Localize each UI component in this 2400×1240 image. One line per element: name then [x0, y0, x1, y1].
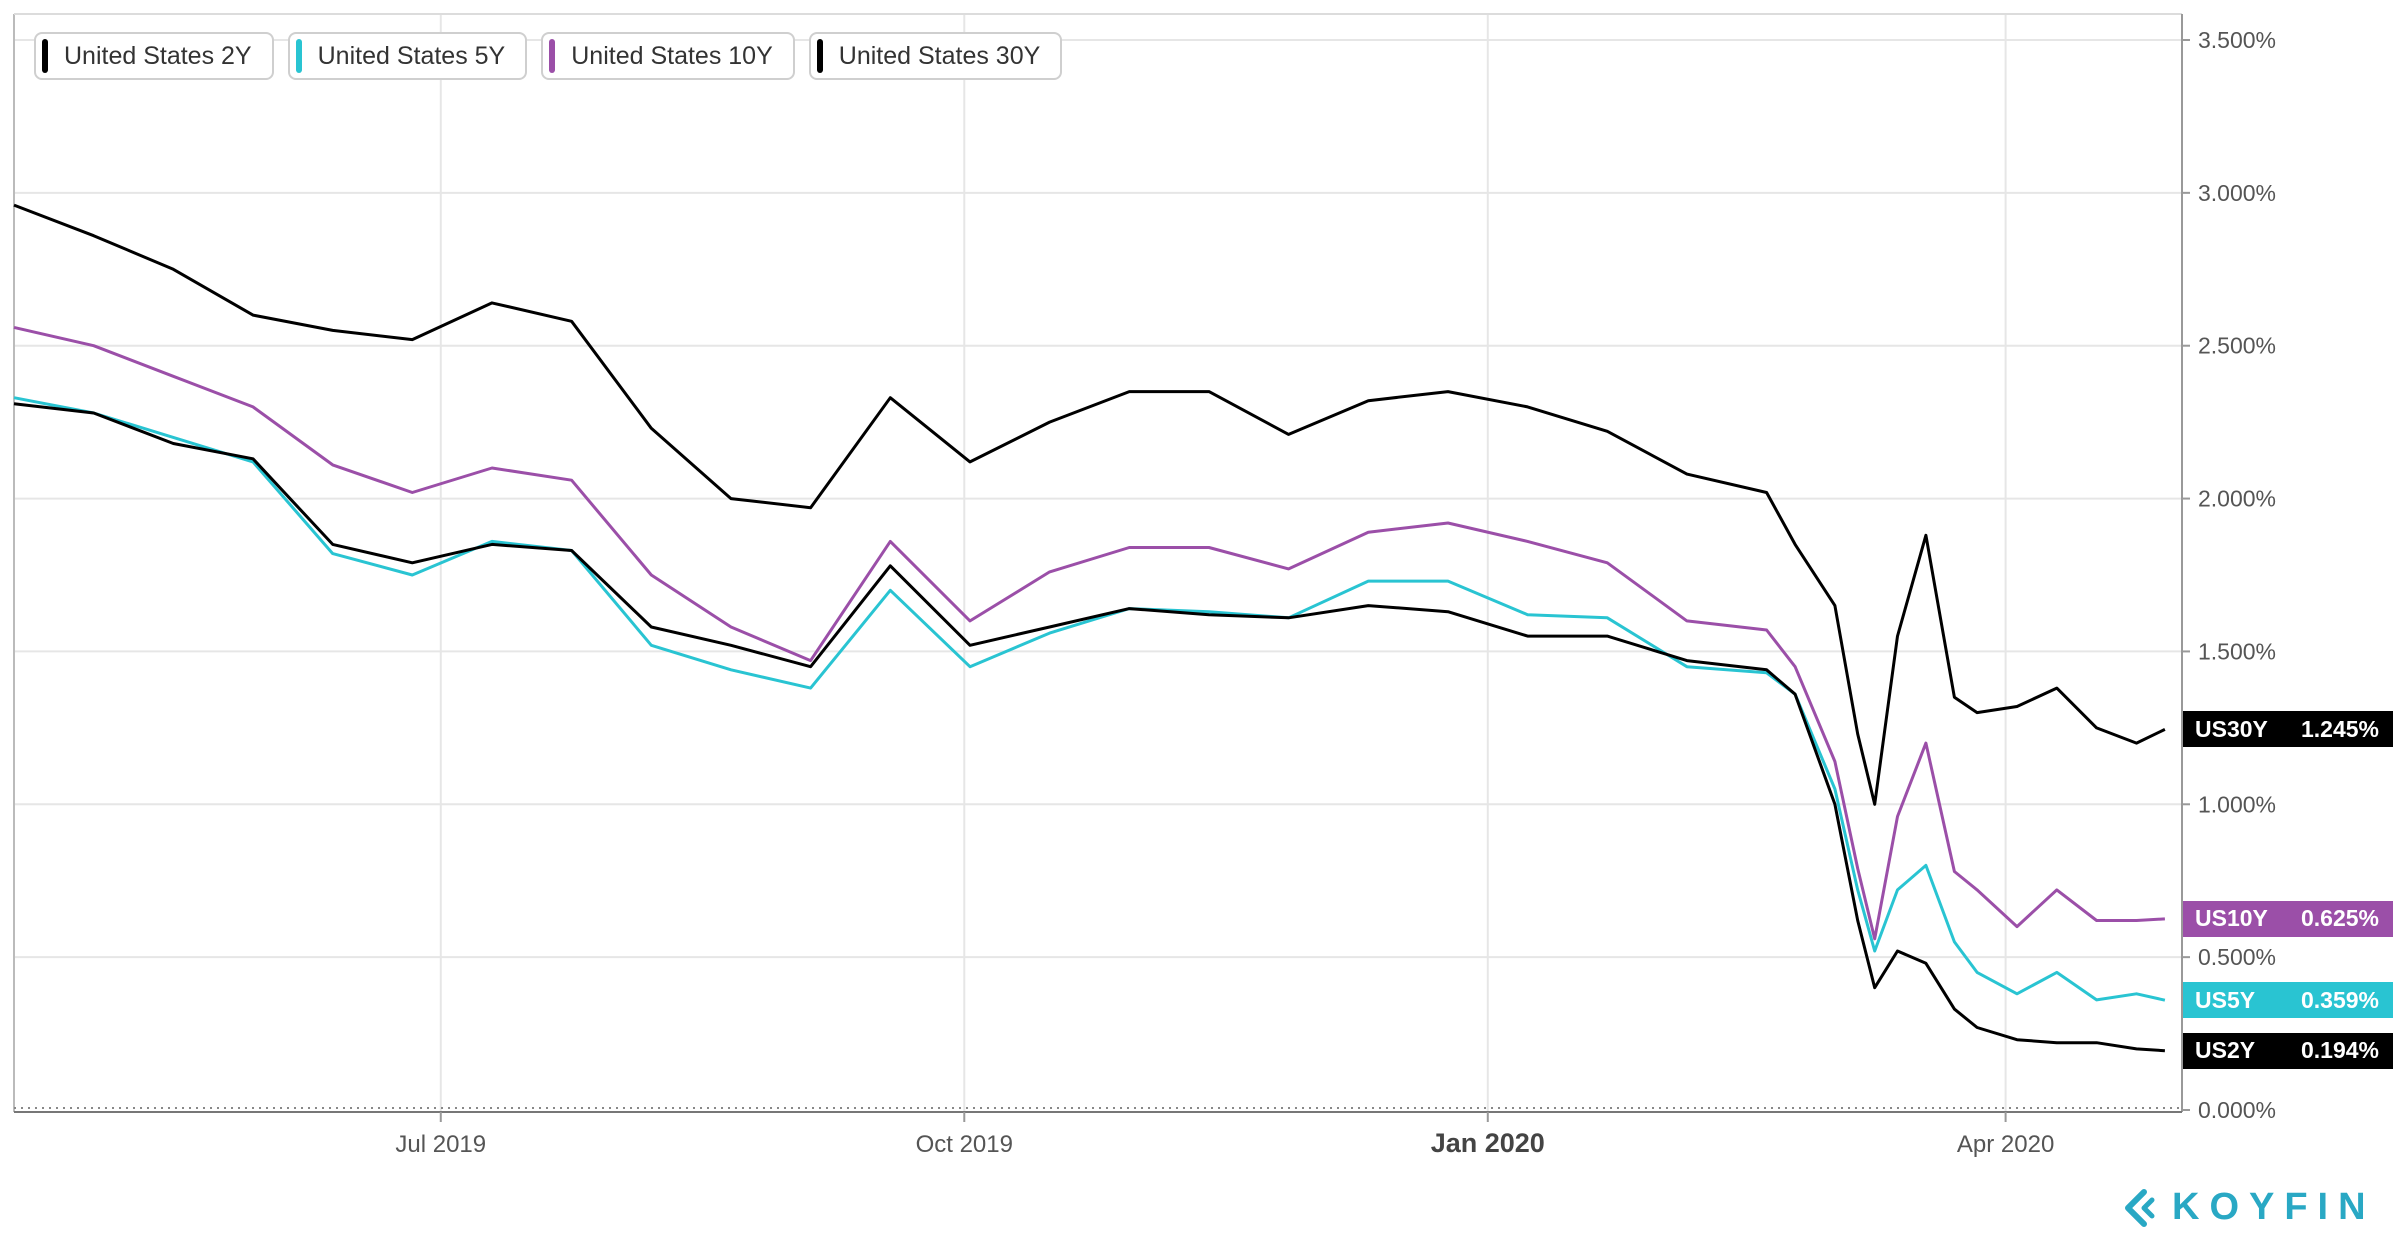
grid-lines: [14, 14, 2182, 1112]
legend-item-us2y[interactable]: United States 2Y: [34, 32, 274, 80]
legend-label-us2y: United States 2Y: [64, 41, 252, 70]
value-tag-us30y-value: 1.245%: [2300, 715, 2379, 742]
legend-label-us10y: United States 10Y: [571, 41, 773, 70]
series-lines: [13, 203, 2166, 1053]
y-tick-label: 3.000%: [2198, 180, 2276, 206]
y-axis-ticks: 3.500% 3.000% 2.500% 2.000% 1.500% 1.000% 0.50…: [2182, 27, 2276, 1123]
x-tick-label: Oct 2019: [916, 1131, 1013, 1158]
legend: United States 2Y United States 5Y United…: [34, 32, 1063, 80]
koyfin-logo-text: KOYFIN: [2172, 1186, 2376, 1228]
x-axis-ticks: Jul 2019 Oct 2019 Jan 2020 Apr 2020: [395, 1112, 2054, 1158]
legend-swatch-us2y: [42, 39, 48, 73]
legend-item-us10y[interactable]: United States 10Y: [541, 32, 795, 80]
y-tick-label: 1.000%: [2198, 791, 2276, 817]
x-tick-label: Jul 2019: [395, 1131, 486, 1158]
series-line-us2y: [13, 402, 2165, 1053]
value-tag-us2y-label: US2Y: [2195, 1037, 2256, 1064]
legend-swatch-us30y: [816, 39, 823, 73]
value-tag-us10y-value: 0.625%: [2300, 905, 2379, 932]
legend-swatch-us10y: [549, 39, 556, 73]
x-tick-label: Apr 2020: [1957, 1131, 2054, 1158]
value-tag-us5y: US5Y 0.359%: [2183, 982, 2393, 1019]
value-tag-us10y-label: US10Y: [2195, 905, 2268, 932]
axes: [13, 13, 2183, 1113]
value-tag-us30y: US30Y 1.245%: [2183, 711, 2393, 748]
series-line-us30y: [13, 203, 2166, 806]
y-tick-label: 1.500%: [2198, 638, 2276, 664]
value-tag-us5y-value: 0.359%: [2300, 986, 2379, 1013]
value-tag-us5y-label: US5Y: [2195, 986, 2256, 1013]
y-tick-label: 3.500%: [2198, 27, 2276, 53]
legend-label-us5y: United States 5Y: [317, 41, 506, 70]
koyfin-logo: KOYFIN: [2120, 1186, 2376, 1229]
series-line-us5y: [13, 396, 2166, 1002]
y-tick-label: 2.500%: [2198, 333, 2276, 359]
value-tag-us2y-value: 0.194%: [2300, 1037, 2379, 1064]
koyfin-chevron-icon: [2125, 1188, 2155, 1227]
value-tag-us10y: US10Y 0.625%: [2183, 900, 2393, 937]
series-line-us10y: [13, 325, 2165, 941]
legend-item-us5y[interactable]: United States 5Y: [287, 32, 528, 80]
value-tag-us2y: US2Y 0.194%: [2183, 1032, 2393, 1069]
legend-item-us30y[interactable]: United States 30Y: [808, 32, 1063, 80]
value-tag-us30y-label: US30Y: [2195, 715, 2268, 742]
legend-swatch-us5y: [295, 39, 302, 73]
y-tick-label: 2.000%: [2198, 486, 2276, 512]
y-tick-label: 0.500%: [2198, 944, 2276, 970]
y-tick-label: 0.000%: [2198, 1097, 2276, 1123]
legend-label-us30y: United States 30Y: [838, 41, 1041, 70]
x-tick-label: Jan 2020: [1431, 1128, 1545, 1158]
